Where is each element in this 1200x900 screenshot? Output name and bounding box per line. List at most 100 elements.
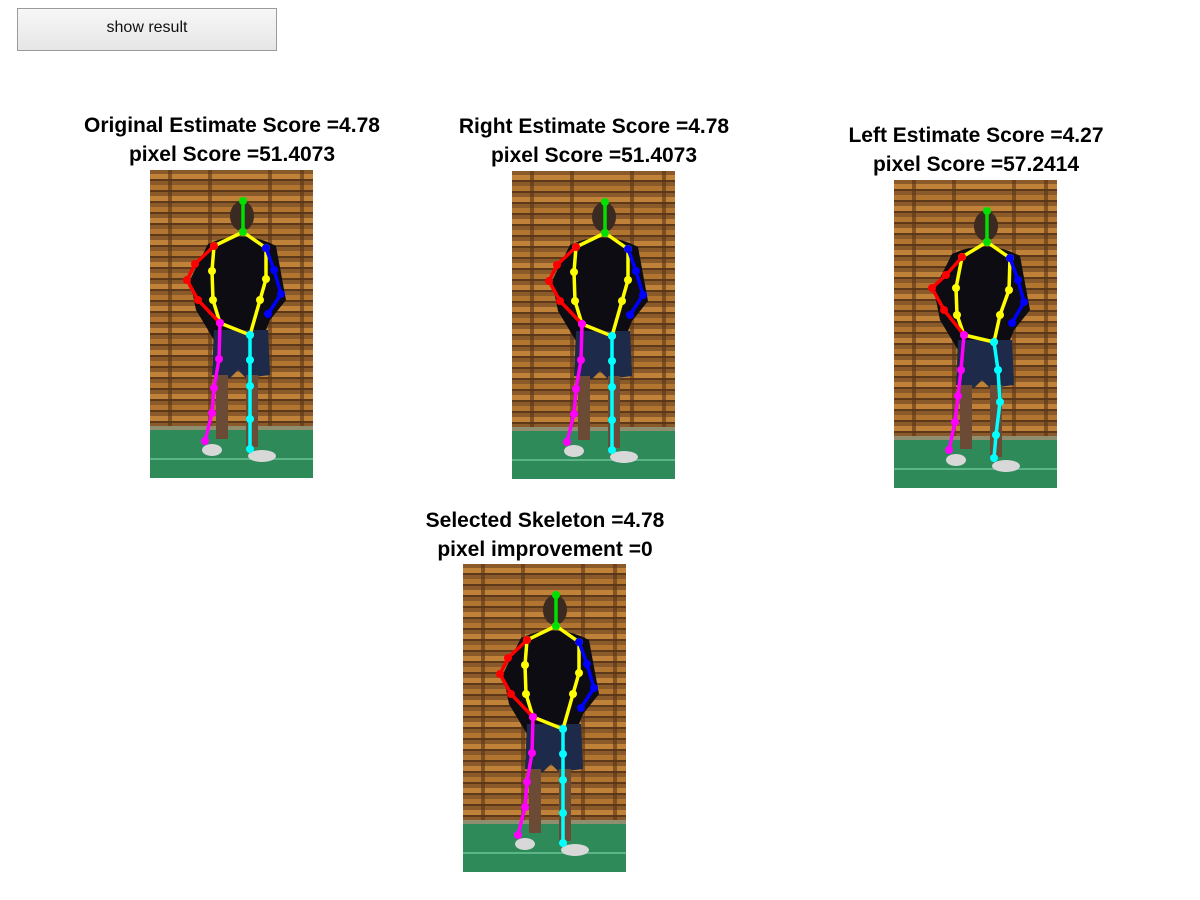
original-pixel-score: pixel Score =51.4073 [128,143,336,166]
joint-point [996,398,1004,406]
joint-point [571,297,579,305]
floor-edge [150,426,313,430]
joint-point [983,238,991,246]
pixel-improvement: pixel improvement =0 [437,538,653,561]
person-shorts [212,330,270,378]
floor-area [512,429,675,479]
skeleton-right-leg [563,320,586,446]
slat-shadow [150,377,313,379]
joint-point [514,831,522,839]
joint-point [262,275,270,283]
joint-point [1020,298,1028,306]
wall-slat [463,777,626,782]
slat-shadow [512,202,675,204]
joint-point [246,415,254,423]
joint-point [256,296,264,304]
skeleton-left-arm [624,245,647,319]
slat-shadow [463,595,626,597]
slat-shadow [894,233,1057,235]
joint-point [246,331,254,339]
wall-slat [894,206,1057,211]
skeleton-left-arm-line [264,246,283,316]
joint-point [262,244,270,252]
joint-point [191,260,199,268]
left-estimate-title: Left Estimate Score =4.27 pixel Score =5… [806,121,1146,179]
joint-point [990,338,998,346]
wall-slat [150,229,313,234]
person-leg [216,375,228,439]
skeleton-torso-line [523,624,581,731]
joint-point [957,366,965,374]
slat-shadow [463,771,626,773]
selected-skeleton-title: Selected Skeleton =4.78 pixel improvemen… [375,506,715,564]
skeleton-left-arm-line [626,247,645,317]
joint-point [577,356,585,364]
joint-point [552,591,560,599]
joint-point [940,306,948,314]
joint-point [575,638,583,646]
person-leg [578,376,590,440]
joint-point [210,384,218,392]
wall-post [613,564,617,826]
joint-point [521,661,529,669]
joint-point [577,704,585,712]
wall-slat [512,384,675,389]
slat-shadow [894,387,1057,389]
skeleton-left-arm-line [1008,256,1026,325]
slat-shadow [894,409,1057,411]
slat-shadow [512,389,675,391]
joint-point [496,670,504,678]
joint-point [639,291,647,299]
skeleton-left-leg [559,725,567,847]
joint-point [208,267,216,275]
joint-point [570,268,578,276]
joint-point [618,297,626,305]
joint-point [990,454,998,462]
joint-point [507,690,515,698]
joint-point [215,355,223,363]
wall-slat [463,590,626,595]
joint-point [559,750,567,758]
show-result-button[interactable]: show result [17,8,277,51]
joint-point [523,778,531,786]
joint-point [951,418,959,426]
slat-shadow [512,400,675,402]
joint-point [556,297,564,305]
slat-shadow [512,411,675,413]
joint-point [626,311,634,319]
joint-point [942,271,950,279]
wall-slat [512,395,675,400]
joint-point [246,445,254,453]
joint-point [608,383,616,391]
person-shoe [992,460,1020,472]
original-estimate-title: Original Estimate Score =4.78 pixel Scor… [62,111,402,169]
floor-line [512,459,675,461]
joint-point [601,198,609,206]
wall-slat [150,383,313,388]
slat-shadow [150,388,313,390]
wall-slat [512,230,675,235]
skeleton-right-leg [514,713,537,839]
joint-point [608,416,616,424]
skeleton-head [552,591,560,630]
right-estimate-score: Right Estimate Score =4.78 [458,115,730,138]
skeleton-left-arm [1006,254,1028,327]
joint-point [559,725,567,733]
joint-point [246,382,254,390]
joint-point [601,229,609,237]
selected-skeleton-score: Selected Skeleton =4.78 [425,509,665,532]
joint-point [578,320,586,328]
joint-point [945,446,953,454]
wall-post [662,171,666,433]
joint-point [608,446,616,454]
joint-point [208,409,216,417]
wall-slat [894,195,1057,200]
person-leg [529,769,541,833]
slat-shadow [463,815,626,817]
floor-line [894,468,1057,470]
joint-point [216,319,224,327]
slat-shadow [463,804,626,806]
skeleton-torso-line [954,240,1012,344]
joint-point [264,310,272,318]
